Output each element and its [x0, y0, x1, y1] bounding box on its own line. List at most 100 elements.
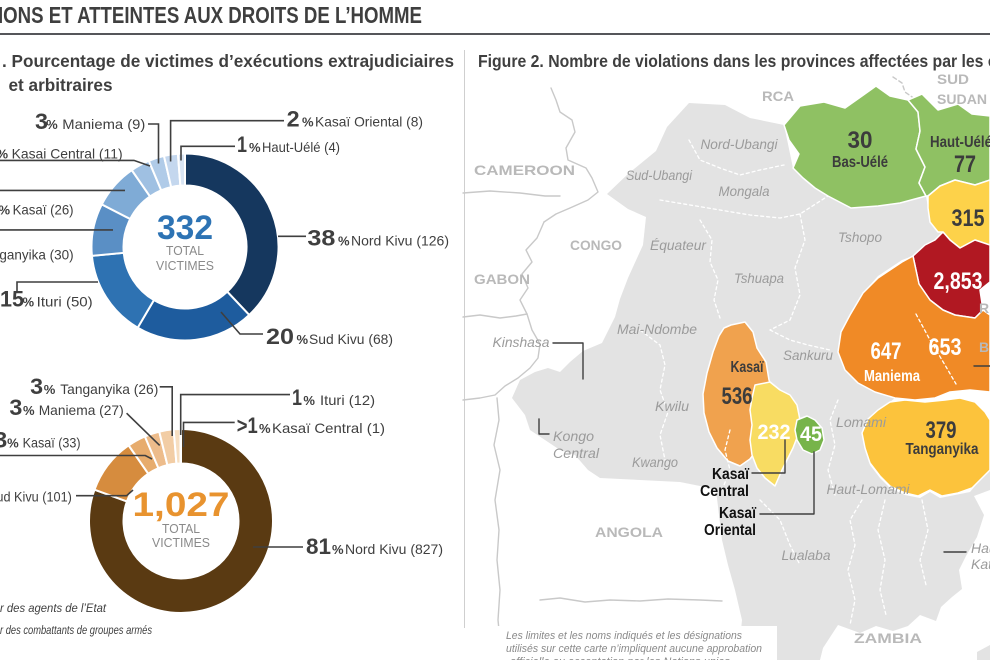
svg-text:IONS ET ATTEINTES AUX DROITS D: IONS ET ATTEINTES AUX DROITS DE L’HOMME: [0, 2, 422, 28]
svg-text:536: 536: [722, 383, 753, 410]
svg-text:653: 653: [929, 334, 962, 361]
svg-text:Tshopo: Tshopo: [838, 229, 882, 245]
svg-text:Les limites et les noms indiqu: Les limites et les noms indiqués et les …: [506, 630, 742, 642]
svg-text:3: 3: [35, 109, 48, 134]
svg-text:Tanganyika (26): Tanganyika (26): [60, 381, 158, 397]
svg-text:%: %: [44, 382, 56, 397]
svg-text:%: %: [46, 117, 58, 132]
svg-text:30: 30: [848, 127, 873, 154]
svg-text:Mai-Ndombe: Mai-Ndombe: [617, 321, 697, 337]
svg-text:Mongala: Mongala: [719, 183, 770, 199]
svg-text:3: 3: [30, 374, 43, 399]
svg-text:15: 15: [0, 287, 24, 312]
svg-text:Kasaï: Kasaï: [731, 359, 764, 376]
svg-text:332: 332: [157, 209, 213, 247]
svg-text:Bas-Uélé: Bas-Uélé: [832, 154, 888, 171]
svg-text:81: 81: [306, 534, 331, 559]
svg-text:ZAMBIA: ZAMBIA: [854, 630, 922, 646]
svg-text:Sud Kivu (68): Sud Kivu (68): [309, 331, 393, 347]
svg-text:SUDAN: SUDAN: [937, 91, 987, 107]
svg-text:Kwango: Kwango: [632, 454, 678, 470]
svg-text:%: %: [303, 393, 315, 408]
svg-text:Kinshasa: Kinshasa: [493, 334, 550, 350]
svg-text:%: %: [332, 542, 344, 557]
svg-text:%: %: [0, 203, 10, 218]
svg-text:38: 38: [307, 226, 335, 251]
svg-text:Lualaba: Lualaba: [782, 547, 831, 563]
svg-text:Haut-Lomami: Haut-Lomami: [827, 481, 911, 497]
svg-text:TOTAL: TOTAL: [166, 243, 204, 258]
svg-text:Haut-Uélé: Haut-Uélé: [930, 134, 990, 151]
svg-text:Figure 2. Nombre de violations: Figure 2. Nombre de violations dans les …: [478, 51, 990, 71]
svg-text:BU: BU: [979, 339, 990, 355]
svg-text:Haut-Uélé (4): Haut-Uélé (4): [262, 139, 340, 155]
svg-text:TOTAL: TOTAL: [162, 521, 200, 536]
svg-text:315: 315: [952, 205, 985, 232]
svg-text:Tshuapa: Tshuapa: [734, 270, 784, 286]
svg-text:Maniema: Maniema: [864, 368, 920, 385]
svg-text:Kasaï (33): Kasaï (33): [23, 435, 81, 451]
svg-text:20: 20: [266, 324, 294, 349]
svg-text:%: %: [0, 147, 8, 162]
svg-text:Sud Kivu (101): Sud Kivu (101): [0, 489, 72, 505]
svg-text:Lomami: Lomami: [836, 414, 887, 430]
svg-text:SUD: SUD: [937, 71, 969, 87]
svg-text:Kongo: Kongo: [553, 428, 594, 444]
svg-text:%: %: [259, 421, 271, 436]
svg-text:Kasaï: Kasaï: [712, 466, 749, 483]
svg-text:ANGOLA: ANGOLA: [595, 524, 663, 540]
svg-text:Tanganyika (30): Tanganyika (30): [0, 247, 74, 263]
svg-text:Sankuru: Sankuru: [783, 347, 833, 363]
svg-text:CONGO: CONGO: [570, 237, 622, 253]
svg-text:1: 1: [237, 132, 247, 157]
svg-text:Sud-Ubangi: Sud-Ubangi: [626, 167, 693, 183]
svg-text:45: 45: [800, 423, 822, 446]
svg-text:Nord-Ubangi: Nord-Ubangi: [701, 136, 779, 152]
svg-text:Maniema (9): Maniema (9): [62, 116, 145, 132]
svg-text:>1: >1: [237, 413, 258, 438]
svg-text:VICTIMES: VICTIMES: [156, 258, 214, 273]
svg-text:%: %: [23, 403, 35, 418]
svg-text:Kat: Kat: [971, 556, 990, 572]
svg-text:%: %: [249, 140, 261, 155]
svg-text:%: %: [297, 332, 309, 347]
svg-text:Kasaï Oriental (8): Kasaï Oriental (8): [315, 114, 423, 130]
svg-text:379: 379: [926, 417, 957, 444]
svg-text:77: 77: [954, 151, 976, 178]
svg-text:Central: Central: [700, 483, 749, 500]
svg-text:Kasaï: Kasaï: [719, 505, 756, 522]
svg-text:2,853: 2,853: [934, 268, 983, 295]
svg-text:%: %: [22, 295, 34, 310]
svg-text:r des combattants de groupes a: r des combattants de groupes armés: [0, 623, 152, 637]
svg-text:Kasaï Central (1): Kasaï Central (1): [272, 420, 385, 436]
svg-text:Ituri (50): Ituri (50): [37, 294, 93, 310]
svg-text:Oriental: Oriental: [704, 522, 756, 539]
svg-text:Maniema (27): Maniema (27): [39, 402, 124, 418]
svg-text:Tanganyika: Tanganyika: [906, 441, 979, 458]
svg-text:Nord Kivu (126): Nord Kivu (126): [351, 233, 449, 249]
svg-text:2: 2: [287, 107, 300, 132]
svg-text:647: 647: [871, 338, 902, 365]
svg-text:Nord Kivu (827): Nord Kivu (827): [345, 541, 443, 557]
svg-text:VICTIMES: VICTIMES: [152, 535, 210, 550]
svg-text:Ituri (12): Ituri (12): [320, 392, 375, 408]
svg-text:%: %: [7, 436, 19, 451]
svg-text:officielle ou acceptation par: officielle ou acceptation par les Nation…: [510, 656, 730, 660]
svg-text:Central: Central: [553, 445, 600, 461]
svg-text:. Pourcentage de victimes d’ex: . Pourcentage de victimes d’exécutions e…: [2, 51, 454, 71]
svg-text:Kasai Central (11): Kasai Central (11): [12, 146, 123, 162]
svg-text:R: R: [979, 300, 989, 316]
svg-text:%: %: [302, 115, 314, 130]
svg-text:1: 1: [292, 385, 302, 410]
svg-text:CAMEROON: CAMEROON: [474, 162, 575, 178]
svg-text:3: 3: [9, 395, 22, 420]
svg-text:utilisés sur cette carte n’imp: utilisés sur cette carte n’impliquent au…: [506, 643, 762, 655]
svg-text:232: 232: [758, 421, 791, 444]
svg-text:et arbitraires: et arbitraires: [9, 75, 113, 95]
svg-text:r des agents de l’Etat: r des agents de l’Etat: [0, 601, 107, 615]
svg-text:GABON: GABON: [474, 271, 530, 287]
svg-text:1,027: 1,027: [133, 486, 230, 524]
svg-text:3: 3: [0, 428, 7, 453]
svg-text:Équateur: Équateur: [650, 237, 707, 253]
svg-text:Kwilu: Kwilu: [655, 398, 689, 414]
